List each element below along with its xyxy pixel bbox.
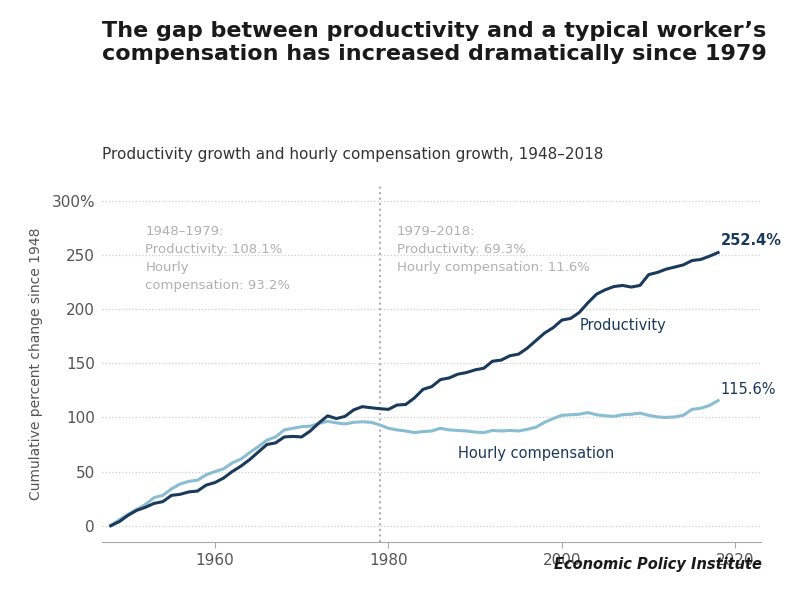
Text: Productivity growth and hourly compensation growth, 1948–2018: Productivity growth and hourly compensat… <box>102 147 604 162</box>
Text: 115.6%: 115.6% <box>721 382 776 397</box>
Y-axis label: Cumulative percent change since 1948: Cumulative percent change since 1948 <box>29 227 43 500</box>
Text: Productivity: Productivity <box>579 318 666 333</box>
Text: Economic Policy Institute: Economic Policy Institute <box>553 557 761 572</box>
Text: The gap between productivity and a typical worker’s
compensation has increased d: The gap between productivity and a typic… <box>102 20 767 64</box>
Text: 1948–1979:
Productivity: 108.1%
Hourly
compensation: 93.2%: 1948–1979: Productivity: 108.1% Hourly c… <box>145 225 290 292</box>
Text: 252.4%: 252.4% <box>721 233 782 248</box>
Text: Hourly compensation: Hourly compensation <box>458 446 614 461</box>
Text: 1979–2018:
Productivity: 69.3%
Hourly compensation: 11.6%: 1979–2018: Productivity: 69.3% Hourly co… <box>397 225 590 274</box>
